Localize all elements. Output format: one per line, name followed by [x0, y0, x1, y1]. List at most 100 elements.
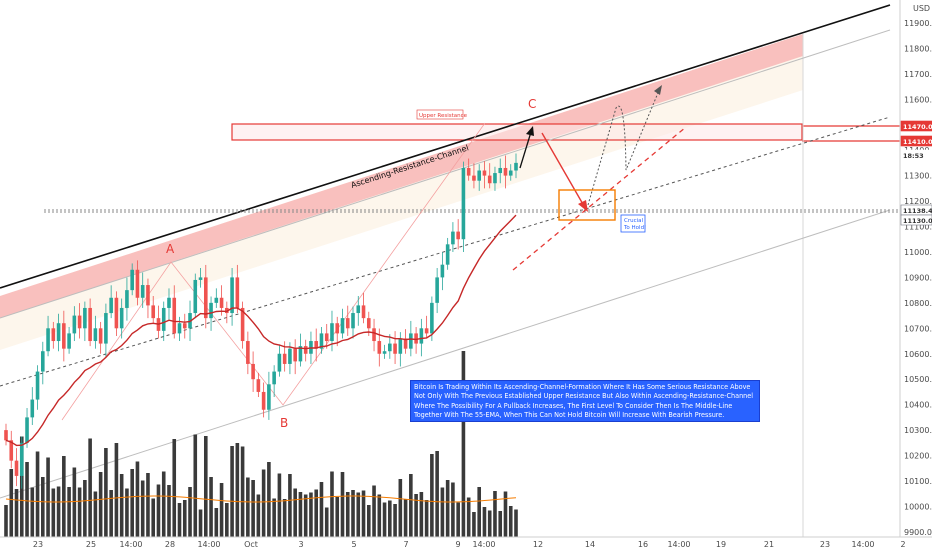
time-tick-label: 14:00 — [472, 540, 495, 549]
time-tick-label: 14:00 — [197, 540, 220, 549]
volume-bar — [172, 439, 177, 537]
time-tick-label: 23 — [820, 540, 830, 549]
time-tick-label: 25 — [86, 540, 96, 549]
price-tick-label: 10700.00 — [904, 324, 932, 333]
volume-bar — [240, 446, 245, 537]
candle-body — [335, 323, 340, 334]
volume-bar — [167, 485, 171, 537]
candle-body — [330, 323, 334, 342]
volume-bar — [83, 480, 87, 537]
candle-body — [366, 318, 371, 329]
volume-bar — [225, 503, 229, 537]
candle-body — [235, 277, 240, 308]
volume-bar — [498, 511, 503, 537]
volume-bar — [314, 489, 319, 537]
volume-bars — [4, 351, 518, 537]
volume-bar — [430, 454, 434, 537]
volume-bar — [109, 490, 113, 537]
price-tick-label: 10200.00 — [904, 452, 932, 461]
volume-bar — [508, 506, 513, 537]
price-tags: 11470.00 11410.00 18:53 11138.46 11130.00 — [900, 120, 932, 226]
svg-text:11470.00: 11470.00 — [903, 123, 932, 131]
resistance-band — [0, 34, 803, 318]
candle-body — [182, 323, 187, 329]
candle-body — [319, 333, 324, 349]
volume-bar — [424, 500, 429, 537]
candle-body — [456, 231, 460, 240]
volume-bar — [104, 448, 108, 537]
volume-bar — [193, 434, 198, 537]
candle-body — [451, 231, 455, 245]
candle-body — [414, 333, 418, 344]
candle-body — [19, 442, 24, 476]
time-tick-label: 2 — [900, 540, 905, 549]
volume-bar — [340, 472, 345, 537]
volume-bar — [146, 473, 150, 537]
volume-bar — [46, 457, 50, 537]
price-tick-label: 10900.00 — [904, 273, 932, 282]
ema-55-line — [5, 214, 517, 447]
price-tick-label: 10100.00 — [904, 477, 932, 486]
candle-body — [430, 302, 434, 334]
price-tick-label: 10400.00 — [904, 401, 932, 410]
volume-bar — [330, 471, 334, 537]
candle-body — [51, 328, 56, 342]
candle-body — [88, 307, 92, 342]
time-tick-label: 23 — [33, 540, 43, 549]
volume-bar — [477, 487, 481, 537]
price-tick-label: 11900.00 — [904, 19, 932, 28]
channel-upper-line-2 — [0, 29, 891, 319]
candle-body — [46, 328, 50, 352]
svg-text:18:53: 18:53 — [903, 152, 924, 160]
volume-bar — [466, 497, 471, 537]
time-tick-label: 7 — [403, 540, 408, 549]
price-tick-label: 10800.00 — [904, 299, 932, 308]
candle-body — [93, 328, 98, 342]
candle-body — [288, 348, 292, 364]
candle-body — [240, 307, 245, 342]
volume-bar — [72, 467, 77, 537]
price-axis-bg[interactable] — [900, 0, 932, 537]
volume-bar — [440, 487, 445, 537]
volume-bar — [230, 446, 234, 537]
candle-body — [98, 328, 103, 344]
time-tick-label: Oct — [244, 540, 258, 549]
crucial-zone-box — [558, 189, 616, 221]
volume-bar — [335, 497, 340, 537]
volume-bar — [35, 451, 40, 537]
analysis-note: Bitcoin Is Trading Within Its Ascending-… — [410, 380, 760, 422]
price-tick-label: 10500.00 — [904, 375, 932, 384]
volume-bar — [4, 505, 8, 537]
candle-body — [377, 341, 382, 354]
volume-bar — [503, 491, 508, 537]
volume-bar — [161, 471, 166, 537]
volume-bar — [293, 488, 297, 537]
candle-body — [409, 333, 413, 349]
volume-bar — [98, 472, 103, 537]
candle-body — [466, 167, 471, 176]
candle-body — [246, 341, 250, 364]
candle-body — [272, 371, 276, 385]
channel-middle-line — [0, 116, 891, 387]
volume-bar — [9, 469, 14, 537]
volume-bar — [456, 502, 460, 537]
candle-body — [398, 338, 403, 354]
candle-body — [419, 328, 424, 344]
volume-moving-average — [5, 495, 517, 503]
channel-lower-line — [0, 209, 891, 499]
volume-bar — [366, 505, 371, 537]
candle-body — [151, 305, 156, 319]
volume-bar — [151, 498, 156, 537]
candle-body — [508, 170, 513, 176]
candle-body — [104, 313, 108, 344]
candle-body — [482, 170, 487, 176]
volume-bar — [451, 482, 455, 537]
time-tick-label: 9 — [455, 540, 460, 549]
candle-body — [267, 384, 271, 410]
time-axis-bg[interactable] — [0, 537, 932, 550]
forecast-dotted-path — [587, 87, 661, 206]
candle-body — [56, 323, 61, 342]
candle-body — [119, 307, 124, 329]
price-tag: 11138.46 — [900, 204, 932, 216]
